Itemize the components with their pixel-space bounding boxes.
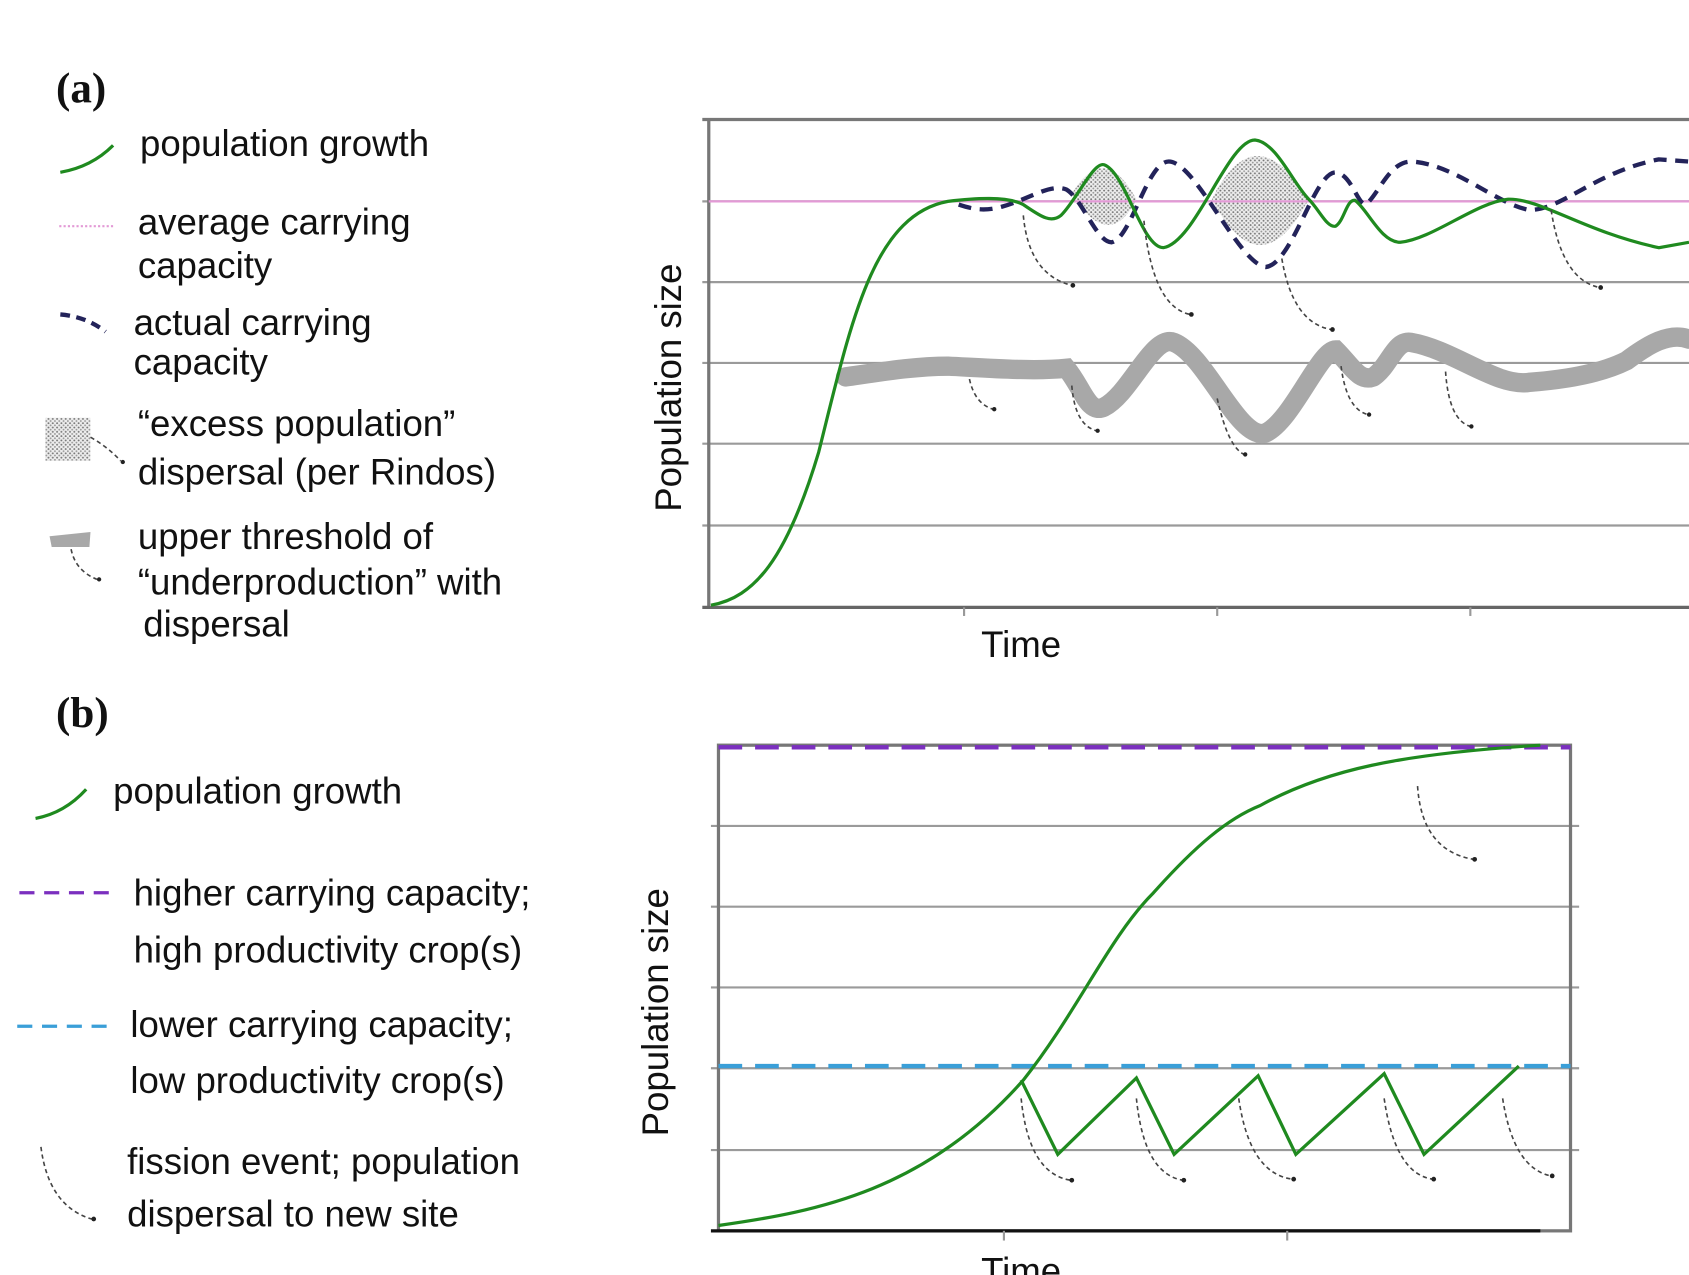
- chart-a: Population size Time: [648, 117, 1689, 665]
- panel-b-label: (b): [56, 690, 109, 737]
- panel-a-label: (a): [56, 65, 106, 112]
- legend-a-actual-cc-2: capacity: [134, 342, 269, 383]
- legend-stippled-area-icon: [45, 417, 91, 461]
- chart-b-x-axis-label: Time: [981, 1251, 1061, 1275]
- population-growth-curve-high: [718, 743, 1541, 1228]
- chart-b-y-axis-label: Population size: [635, 888, 676, 1136]
- chart-a-y-axis-label: Population size: [648, 264, 689, 512]
- chart-a-x-axis-label: Time: [981, 624, 1061, 665]
- legend-fission-arrow-icon: [40, 1146, 92, 1220]
- legend-b-higher-2: high productivity crop(s): [134, 930, 523, 971]
- legend-a-excess-2: dispersal (per Rindos): [138, 452, 496, 493]
- legend-b-higher-1: higher carrying capacity;: [134, 873, 531, 914]
- population-growth-sawtooth-low: [1019, 1064, 1520, 1158]
- actual-carrying-capacity-line: [957, 157, 1689, 270]
- fission-arrows: [1020, 786, 1555, 1183]
- dispersal-arrows: [968, 209, 1604, 457]
- legend-b-lower-2: low productivity crop(s): [130, 1060, 504, 1101]
- underproduction-threshold-line: [835, 327, 1689, 443]
- legend-a-upper-3: dispersal: [143, 603, 290, 644]
- arrow-head-icon: [96, 577, 102, 582]
- legend-b-fission-2: dispersal to new site: [127, 1194, 459, 1235]
- arrow-head-icon: [120, 459, 125, 465]
- legend-a-upper-1: upper threshold of: [138, 516, 434, 557]
- population-growth-curve: [710, 138, 1689, 607]
- legend-gray-thick-line-icon: [49, 531, 91, 548]
- arrow-head-icon: [91, 1216, 97, 1222]
- legend-a-actual-cc-1: actual carrying: [134, 302, 372, 343]
- legend-b-lower-1: lower carrying capacity;: [130, 1004, 513, 1045]
- legend-a-excess-1: “excess population”: [138, 403, 456, 444]
- legend-dispersal-arrow-icon: [90, 436, 122, 462]
- legend-green-line-icon: [35, 788, 88, 821]
- legend-underproduction-arrow-icon: [70, 549, 98, 581]
- legend-a-upper-2: “underproduction” with: [138, 561, 502, 602]
- chart-b: Population size Time: [635, 743, 1580, 1275]
- legend-a-avg-cc-1: average carrying: [138, 202, 411, 243]
- legend-navy-dashed-line-icon: [60, 312, 107, 334]
- legend-a-population-growth: population growth: [140, 123, 429, 164]
- legend-a-avg-cc-2: capacity: [138, 245, 273, 286]
- legend-b-population-growth: population growth: [113, 770, 402, 811]
- legend-green-line-icon: [60, 144, 115, 174]
- legend-b-fission-1: fission event; population: [127, 1141, 520, 1182]
